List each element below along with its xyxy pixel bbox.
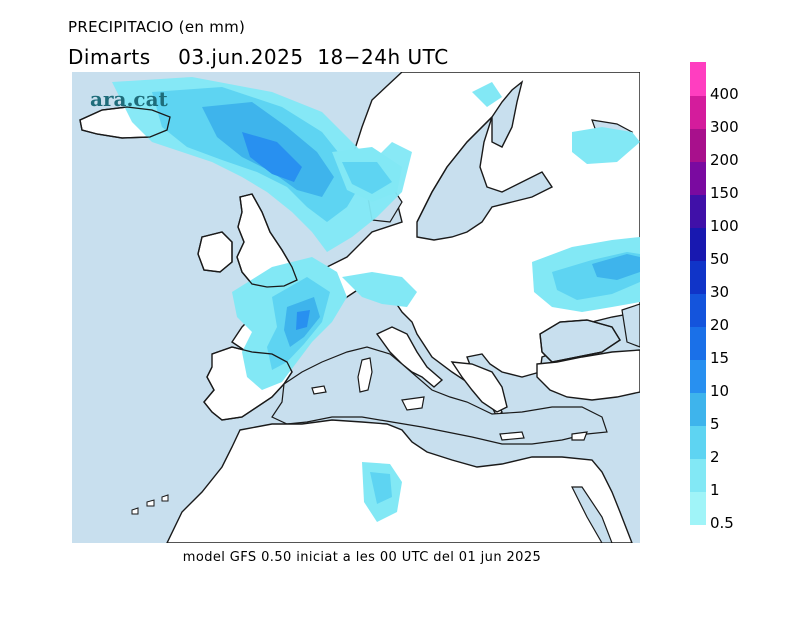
island-corsica-sardinia	[357, 357, 373, 393]
legend-label-15: 15	[710, 349, 730, 367]
legend-label-5: 5	[710, 415, 720, 433]
model-caption-text: model GFS 0.50 iniciat a les 00 UTC del …	[182, 550, 542, 565]
legend-swatch-2	[690, 425, 706, 459]
legend-swatch-200	[690, 128, 706, 162]
forecast-date: 03.jun.2025	[178, 45, 304, 69]
legend-label-400: 400	[710, 85, 739, 103]
legend-swatch-300	[690, 95, 706, 129]
forecast-day: Dimarts	[68, 45, 151, 69]
caspian-sea	[621, 303, 640, 348]
coastlines	[79, 106, 621, 421]
legend-label-100: 100	[710, 217, 739, 235]
precipitation-map: ara.cat	[72, 72, 640, 543]
forecast-period: 18−24h UTC	[317, 45, 449, 69]
legend-label-2: 2	[710, 448, 720, 466]
legend-label-300: 300	[710, 118, 739, 136]
legend-label-1: 1	[710, 481, 720, 499]
legend-swatch-1	[690, 458, 706, 492]
legend-swatch-20	[690, 293, 706, 327]
legend-label-150: 150	[710, 184, 739, 202]
red-sea	[571, 486, 613, 543]
legend-label-50: 50	[710, 250, 730, 268]
island-crete	[499, 431, 525, 441]
legend-label-0-5: 0.5	[710, 514, 734, 532]
legend-swatch-5	[690, 392, 706, 426]
gulf-of-bothnia	[491, 80, 524, 148]
land-anatolia	[536, 349, 640, 401]
model-caption: model GFS 0.50 iniciat a les 00 UTC del …	[0, 550, 800, 565]
legend-swatch-15	[690, 326, 706, 360]
legend-label-200: 200	[710, 151, 739, 169]
legend-swatch-10	[690, 359, 706, 393]
legend-swatch-100	[690, 194, 706, 228]
watermark-logo: ara.cat	[90, 87, 169, 111]
island-balearics	[311, 385, 327, 395]
legend-swatch-150	[690, 161, 706, 195]
legend-swatch-50	[690, 227, 706, 261]
island-cyprus	[571, 431, 588, 441]
legend-label-30: 30	[710, 283, 730, 301]
mediterranean-sea	[271, 346, 608, 445]
legend-swatch-0-5	[690, 491, 706, 525]
legend-swatch-30	[690, 260, 706, 294]
legend-label-10: 10	[710, 382, 730, 400]
forecast-timestamp: Dimarts 03.jun.2025 18−24h UTC	[68, 45, 449, 69]
canary-islands	[131, 494, 169, 515]
legend-label-20: 20	[710, 316, 730, 334]
color-legend	[690, 62, 706, 525]
precipitation-fields	[112, 77, 640, 522]
island-sicily	[401, 396, 425, 411]
legend-swatch-400	[690, 62, 706, 96]
chart-title: PRECIPITACIO (en mm)	[68, 18, 246, 36]
land-balkans	[450, 361, 508, 413]
